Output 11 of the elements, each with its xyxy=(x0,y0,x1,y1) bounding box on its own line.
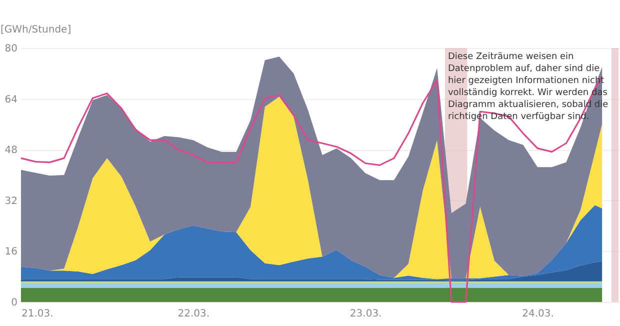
x-tick-label: 24.03. xyxy=(522,308,554,320)
y-tick-label: 80 xyxy=(4,44,18,54)
y-tick-label: 0 xyxy=(11,298,18,308)
y-tick-label: 48 xyxy=(4,145,18,156)
x-tick-label: 21.03. xyxy=(22,308,54,320)
y-axis-title: [GWh/Stunde] xyxy=(0,24,72,36)
x-tick-label: 22.03. xyxy=(178,308,210,320)
y-tick-label: 16 xyxy=(4,246,18,258)
x-tick-label: 23.03. xyxy=(350,308,382,320)
y-tick-label: 32 xyxy=(4,196,18,207)
y-tick-label: 64 xyxy=(4,94,18,106)
